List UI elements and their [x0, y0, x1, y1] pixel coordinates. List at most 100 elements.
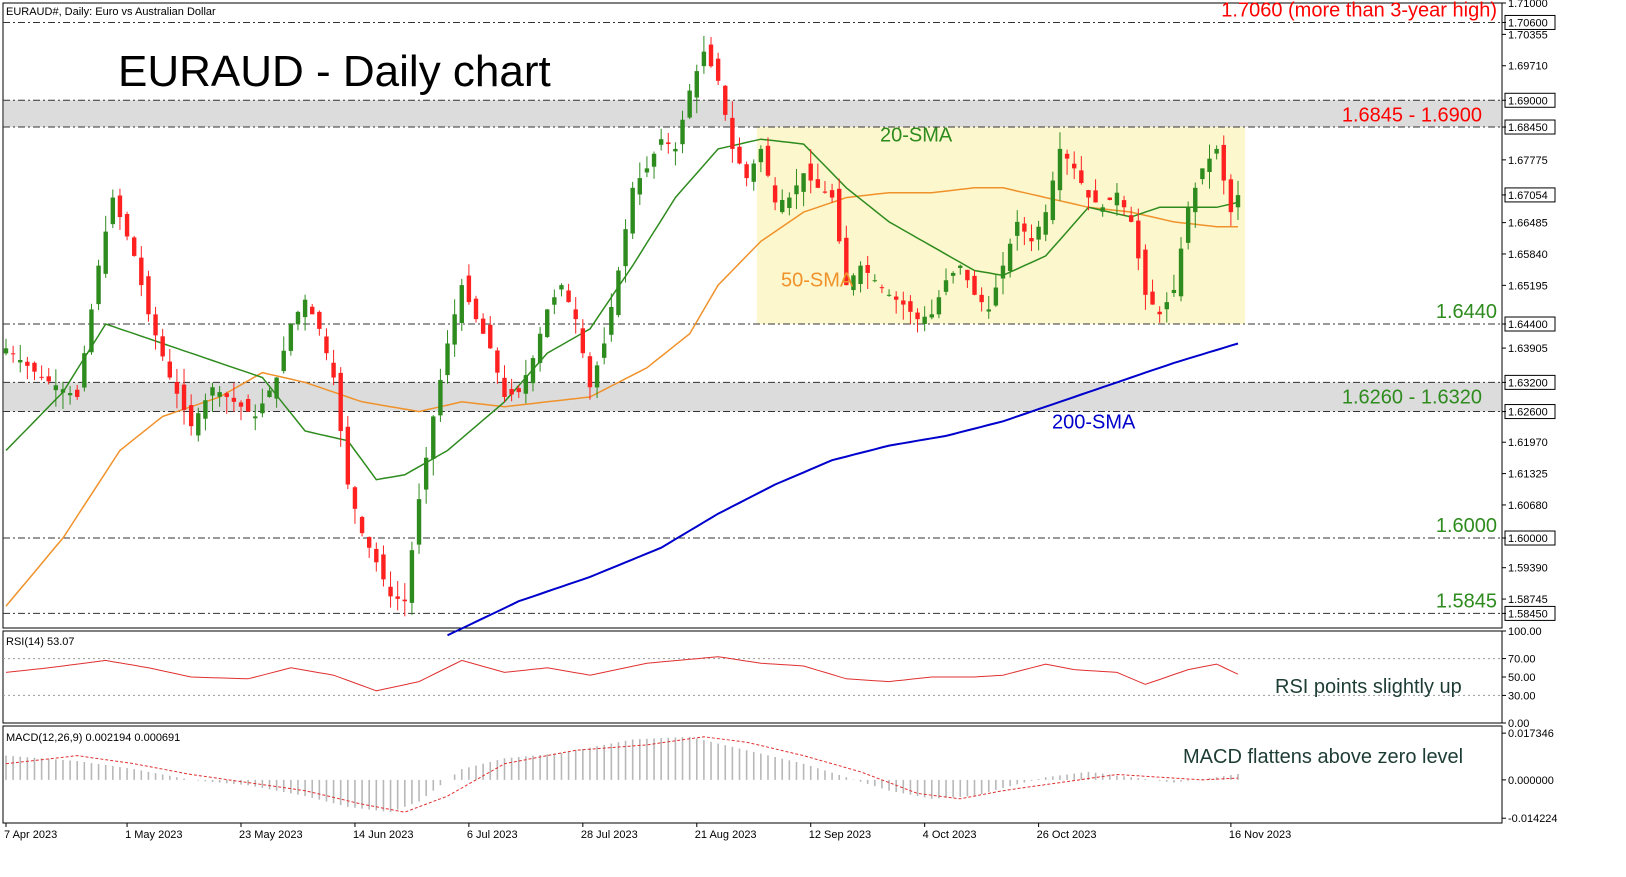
- candle: [915, 308, 920, 333]
- candle-body: [445, 343, 450, 376]
- candle-body: [637, 178, 643, 195]
- candle-body: [872, 280, 878, 282]
- candle: [1207, 144, 1212, 189]
- candle: [922, 306, 927, 332]
- candle-body: [922, 316, 927, 324]
- candle: [673, 142, 678, 166]
- price-level-tag: 1.67054: [1508, 190, 1548, 202]
- candle-body: [509, 389, 514, 395]
- candle-body: [1136, 220, 1141, 259]
- candle: [217, 385, 222, 407]
- rsi-tick-label: 100.00: [1508, 626, 1542, 638]
- candle-body: [488, 324, 493, 349]
- level-label-1: 1.6440: [1436, 301, 1497, 323]
- candle-body: [772, 185, 778, 203]
- candle-body: [274, 377, 279, 399]
- candle-body: [1050, 180, 1056, 221]
- candle: [402, 583, 407, 617]
- candle: [1007, 238, 1013, 278]
- candle: [438, 368, 443, 423]
- rsi-header: RSI(14) 53.07: [6, 636, 74, 648]
- candle: [210, 382, 215, 412]
- candle-body: [1235, 195, 1241, 208]
- candle: [801, 173, 806, 207]
- candle-body: [1107, 197, 1113, 200]
- candle-body: [537, 333, 543, 363]
- macd-tick-label: 0.017346: [1508, 728, 1554, 740]
- candle-body: [288, 324, 294, 351]
- candle: [566, 283, 571, 303]
- candle: [780, 189, 785, 214]
- candle-body: [943, 280, 949, 292]
- level-label-3: 1.5845: [1436, 590, 1497, 612]
- candle: [103, 215, 108, 278]
- candle-body: [1171, 289, 1177, 294]
- candle-body: [815, 179, 821, 188]
- candle-body: [865, 265, 870, 273]
- candle: [331, 349, 336, 386]
- candle-body: [117, 195, 123, 218]
- candle-body: [616, 270, 621, 316]
- candle: [452, 299, 457, 357]
- candle-body: [1057, 148, 1063, 191]
- candle-body: [829, 190, 835, 198]
- price-level-tag: 1.69000: [1508, 95, 1548, 107]
- candle-body: [523, 375, 529, 394]
- candle-body: [1143, 249, 1148, 295]
- candle: [701, 35, 707, 74]
- candle-body: [787, 197, 792, 208]
- candle-body: [502, 377, 507, 397]
- candle: [245, 394, 251, 412]
- candle-body: [473, 298, 479, 320]
- candle-body: [879, 287, 885, 289]
- candle: [616, 266, 621, 318]
- candle-body: [915, 312, 920, 320]
- candle: [96, 259, 101, 311]
- candle: [124, 211, 130, 241]
- candle: [153, 306, 158, 350]
- ma-label-1: 50-SMA: [781, 270, 854, 292]
- candle: [110, 189, 116, 229]
- candle: [295, 310, 301, 331]
- candle: [146, 270, 151, 322]
- candle: [288, 323, 294, 356]
- candle: [1000, 252, 1006, 295]
- candle: [203, 393, 208, 431]
- candle: [32, 361, 37, 381]
- candle: [758, 145, 764, 173]
- candle-body: [780, 199, 785, 213]
- candle: [1178, 237, 1184, 302]
- candle: [3, 338, 9, 356]
- candle: [82, 345, 87, 392]
- candle-body: [893, 296, 899, 300]
- candle: [53, 369, 59, 407]
- candle: [658, 128, 664, 151]
- candle-body: [573, 309, 578, 320]
- candle-body: [245, 398, 251, 412]
- candle: [715, 52, 721, 86]
- candle: [815, 163, 821, 189]
- zone-label-0: 1.6845 - 1.6900: [1342, 104, 1482, 126]
- candle: [537, 326, 543, 372]
- zone-band-1: [4, 382, 1501, 412]
- candle: [929, 299, 934, 320]
- candle: [1072, 151, 1077, 180]
- price-level-tag: 1.63200: [1508, 377, 1548, 389]
- candle: [67, 385, 73, 405]
- candle: [965, 269, 970, 288]
- candle-body: [1086, 190, 1091, 198]
- x-tick-label: 28 Jul 2023: [581, 829, 638, 841]
- sma-200-line: [447, 342, 1239, 637]
- candle: [943, 268, 949, 296]
- candle-body: [438, 379, 443, 416]
- consolidation-range-box: [756, 127, 1245, 325]
- candle: [160, 328, 165, 361]
- candle: [231, 382, 237, 412]
- candle-body: [131, 237, 137, 256]
- candle-body: [423, 457, 429, 490]
- candle-body: [972, 275, 977, 295]
- candle-body: [1178, 248, 1184, 297]
- candle-body: [181, 384, 187, 410]
- candle: [174, 368, 180, 409]
- candle-body: [979, 294, 984, 303]
